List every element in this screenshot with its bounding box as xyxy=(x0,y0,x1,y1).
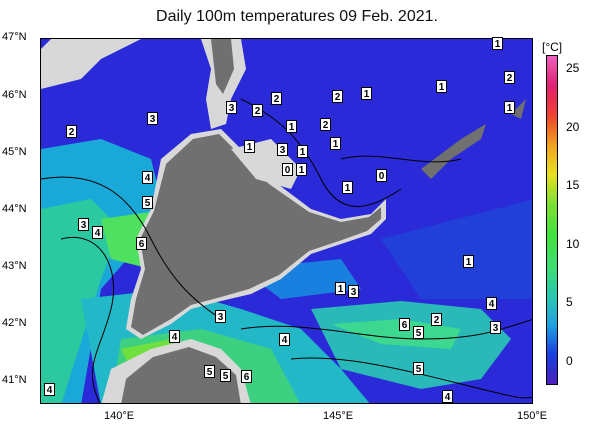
contour-label: 2 xyxy=(252,104,263,117)
map-title: Daily 100m temperatures 09 Feb. 2021. xyxy=(156,8,438,25)
contour-label: 1 xyxy=(296,163,307,176)
contour-label: 5 xyxy=(204,365,215,378)
contour-label: 1 xyxy=(492,37,503,50)
colorbar-unit: [°C] xyxy=(542,40,563,54)
isotherm-line xyxy=(290,357,532,399)
contour-label: 2 xyxy=(271,92,282,105)
contour-label: 5 xyxy=(220,369,231,382)
contour-label: 4 xyxy=(486,297,497,310)
contour-label: 1 xyxy=(297,145,308,158)
contour-label: 4 xyxy=(169,330,180,343)
contour-label: 4 xyxy=(142,171,153,184)
contour-label: 3 xyxy=(226,101,237,114)
cool-water-east xyxy=(381,199,532,299)
map-canvas xyxy=(41,39,532,403)
contour-label: 3 xyxy=(348,285,359,298)
contour-label: 5 xyxy=(413,326,424,339)
contour-label: 5 xyxy=(142,196,153,209)
contour-label: 4 xyxy=(442,390,453,403)
colorbar xyxy=(546,55,558,385)
contour-label: 1 xyxy=(286,120,297,133)
lat-label: 46°N xyxy=(2,89,27,101)
lat-label: 47°N xyxy=(2,31,27,43)
contour-label: 6 xyxy=(399,318,410,331)
kuril-island-urup xyxy=(511,99,526,119)
sea-ice-northwest xyxy=(41,39,141,89)
contour-label: 3 xyxy=(147,112,158,125)
lat-label: 41°N xyxy=(2,374,27,386)
contour-label: 3 xyxy=(277,143,288,156)
contour-label: 2 xyxy=(332,90,343,103)
contour-label: 4 xyxy=(279,333,290,346)
lon-label: 145°E xyxy=(323,410,354,422)
warm-eddy-southeast xyxy=(331,319,461,349)
contour-label: 3 xyxy=(215,310,226,323)
contour-label: 0 xyxy=(282,163,293,176)
contour-label: 3 xyxy=(78,218,89,231)
lon-label: 140°E xyxy=(104,410,135,422)
contour-label: 1 xyxy=(335,282,346,295)
contour-label: 1 xyxy=(361,87,372,100)
lat-label: 43°N xyxy=(2,260,27,272)
hokkaido-land xyxy=(131,134,381,335)
lon-label: 150°E xyxy=(517,410,548,422)
temperature-map xyxy=(40,38,533,404)
colorbar-tick: 5 xyxy=(566,295,573,309)
contour-label: 5 xyxy=(413,362,424,375)
isotherm-line xyxy=(41,176,222,320)
colorbar-tick: 0 xyxy=(566,354,573,368)
colorbar-tick: 20 xyxy=(566,120,580,134)
contour-label: 1 xyxy=(342,181,353,194)
contour-label: 4 xyxy=(92,226,103,239)
sakhalin-land xyxy=(211,39,234,94)
contour-label: 0 xyxy=(376,169,387,182)
colorbar-tick: 25 xyxy=(566,61,580,75)
contour-label: 2 xyxy=(320,118,331,131)
contour-label: 1 xyxy=(463,255,474,268)
isotherm-line xyxy=(240,98,402,207)
honshu-land xyxy=(121,347,241,403)
contour-label: 3 xyxy=(490,321,501,334)
contour-label: 2 xyxy=(66,125,77,138)
colorbar-tick: 15 xyxy=(566,178,580,192)
contour-label: 1 xyxy=(436,80,447,93)
contour-label: 2 xyxy=(504,71,515,84)
lat-label: 44°N xyxy=(2,203,27,215)
contour-label: 1 xyxy=(504,101,515,114)
contour-label: 2 xyxy=(431,313,442,326)
contour-label: 4 xyxy=(44,383,55,396)
isotherm-line xyxy=(340,155,462,163)
kuril-island-iturup xyxy=(421,124,486,179)
lat-label: 45°N xyxy=(2,146,27,158)
contour-label: 1 xyxy=(330,137,341,150)
lat-label: 42°N xyxy=(2,317,27,329)
contour-label: 6 xyxy=(136,237,147,250)
contour-label: 6 xyxy=(241,370,252,383)
contour-label: 1 xyxy=(244,140,255,153)
isotherm-line xyxy=(60,237,115,403)
colorbar-tick: 10 xyxy=(566,237,580,251)
